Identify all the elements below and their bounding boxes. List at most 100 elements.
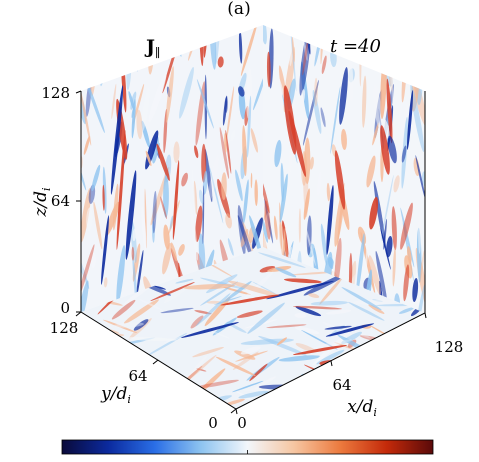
current-sheet-streak bbox=[302, 79, 319, 146]
current-sheet-streak bbox=[393, 384, 425, 405]
current-sheet-streak bbox=[132, 228, 137, 242]
current-sheet-streak bbox=[175, 278, 194, 284]
current-sheet-streak bbox=[326, 182, 331, 202]
z-tick-0: 0 bbox=[60, 299, 70, 317]
current-sheet-streak bbox=[130, 220, 137, 264]
panel-label: (a) bbox=[227, 0, 250, 19]
current-sheet-streak bbox=[316, 171, 322, 197]
current-sheet-streak bbox=[390, 356, 425, 378]
current-sheet-streak bbox=[217, 56, 224, 68]
current-sheet-streak bbox=[257, 183, 263, 210]
current-sheet-streak bbox=[81, 27, 86, 82]
current-sheet-streak bbox=[375, 250, 388, 308]
current-sheet-streak bbox=[85, 362, 124, 369]
current-sheet-streak bbox=[263, 177, 270, 214]
y-tick-0: 0 bbox=[208, 414, 218, 432]
current-sheet-streak bbox=[291, 36, 295, 63]
current-sheet-streak bbox=[292, 305, 342, 310]
current-sheet-streak bbox=[93, 201, 103, 250]
current-sheet-streak bbox=[410, 83, 425, 152]
current-sheet-streak bbox=[401, 145, 407, 163]
axis-ticks bbox=[75, 90, 427, 415]
current-sheet-streak bbox=[238, 29, 243, 64]
current-sheet-streak bbox=[81, 244, 95, 298]
current-sheet-streak bbox=[131, 98, 136, 139]
z-axis-label-sub: i bbox=[40, 187, 53, 191]
current-sheet-streak bbox=[173, 141, 180, 163]
x-axis-label: x/di bbox=[347, 397, 377, 419]
y-tick-128: 128 bbox=[50, 319, 79, 337]
current-sheet-streak bbox=[98, 25, 113, 67]
current-sheet-streak bbox=[110, 42, 117, 76]
current-sheet-streak bbox=[292, 345, 348, 355]
current-sheet-streak bbox=[195, 205, 203, 243]
current-sheet-streak bbox=[213, 331, 230, 339]
current-sheet-streak bbox=[85, 77, 105, 134]
current-sheet-streak bbox=[81, 25, 86, 65]
current-sheet-streak bbox=[264, 200, 271, 240]
current-sheet-streak bbox=[368, 304, 385, 314]
current-sheet-streak bbox=[219, 127, 230, 179]
field-label: J∥ bbox=[144, 36, 161, 60]
current-sheet-streak bbox=[123, 299, 159, 324]
current-sheet-streak bbox=[102, 184, 105, 211]
current-sheet-streak bbox=[373, 375, 386, 381]
current-sheet-streak bbox=[321, 29, 329, 48]
x-axis-label-main: x/ bbox=[347, 397, 365, 417]
current-sheet-streak bbox=[372, 122, 379, 146]
current-sheet-streak bbox=[412, 277, 419, 303]
current-sheet-streak bbox=[383, 218, 387, 250]
current-sheet-streak bbox=[279, 173, 288, 223]
current-sheet-streak bbox=[403, 264, 410, 302]
current-sheet-streak bbox=[407, 246, 412, 265]
current-sheet-streak bbox=[369, 196, 379, 230]
current-sheet-streak bbox=[258, 252, 306, 268]
current-sheet-streak bbox=[300, 89, 306, 107]
current-sheet-streak bbox=[325, 309, 352, 315]
current-sheet-streak bbox=[309, 156, 314, 170]
y-axis-label-sub: i bbox=[127, 393, 131, 406]
current-sheet-streak bbox=[206, 300, 222, 304]
current-sheet-streak bbox=[303, 188, 310, 220]
current-sheet-streak bbox=[418, 210, 422, 254]
current-sheet-streak bbox=[232, 380, 264, 393]
current-sheet-streak bbox=[81, 280, 89, 312]
current-sheet-streak bbox=[91, 252, 96, 268]
current-sheet-streak bbox=[410, 25, 418, 58]
current-sheet-streak bbox=[141, 205, 147, 251]
current-sheet-streak bbox=[364, 233, 369, 280]
current-sheet-streak bbox=[320, 107, 326, 128]
current-sheet-streak bbox=[220, 294, 280, 306]
x-axis-label-sub: i bbox=[373, 406, 377, 419]
current-sheet-streak bbox=[273, 215, 278, 241]
current-sheet-streak bbox=[83, 136, 90, 155]
current-sheet-streak bbox=[224, 398, 245, 406]
current-sheet-streak bbox=[238, 390, 269, 399]
current-sheet-streak bbox=[366, 155, 376, 188]
current-sheet-streak bbox=[359, 385, 396, 393]
current-sheet-streak bbox=[163, 384, 180, 392]
current-sheet-streak bbox=[81, 40, 90, 89]
current-sheet-streak bbox=[189, 201, 199, 261]
current-sheet-streak bbox=[208, 154, 219, 202]
current-sheet-streak bbox=[133, 319, 149, 331]
current-sheet-streak bbox=[190, 315, 204, 329]
current-sheet-streak bbox=[124, 25, 138, 72]
current-sheet-streak bbox=[192, 27, 202, 49]
current-sheet-streak bbox=[101, 53, 104, 86]
current-sheet-streak bbox=[334, 150, 346, 210]
current-sheet-streak bbox=[313, 339, 352, 349]
current-sheet-streak bbox=[215, 356, 256, 377]
current-sheet-streak bbox=[304, 137, 311, 185]
current-sheet-streak bbox=[348, 56, 354, 102]
z-axis-label: z/di bbox=[31, 187, 53, 217]
current-sheet-streak bbox=[144, 188, 147, 249]
current-sheet-streak bbox=[415, 155, 425, 200]
current-sheet-streak bbox=[141, 120, 150, 148]
current-sheet-streak bbox=[224, 97, 228, 113]
current-sheet-streak bbox=[81, 90, 92, 146]
current-sheet-streak bbox=[419, 250, 425, 284]
current-sheet-streak bbox=[199, 189, 204, 204]
current-sheet-streak bbox=[386, 26, 393, 48]
current-sheet-streak bbox=[259, 265, 276, 273]
